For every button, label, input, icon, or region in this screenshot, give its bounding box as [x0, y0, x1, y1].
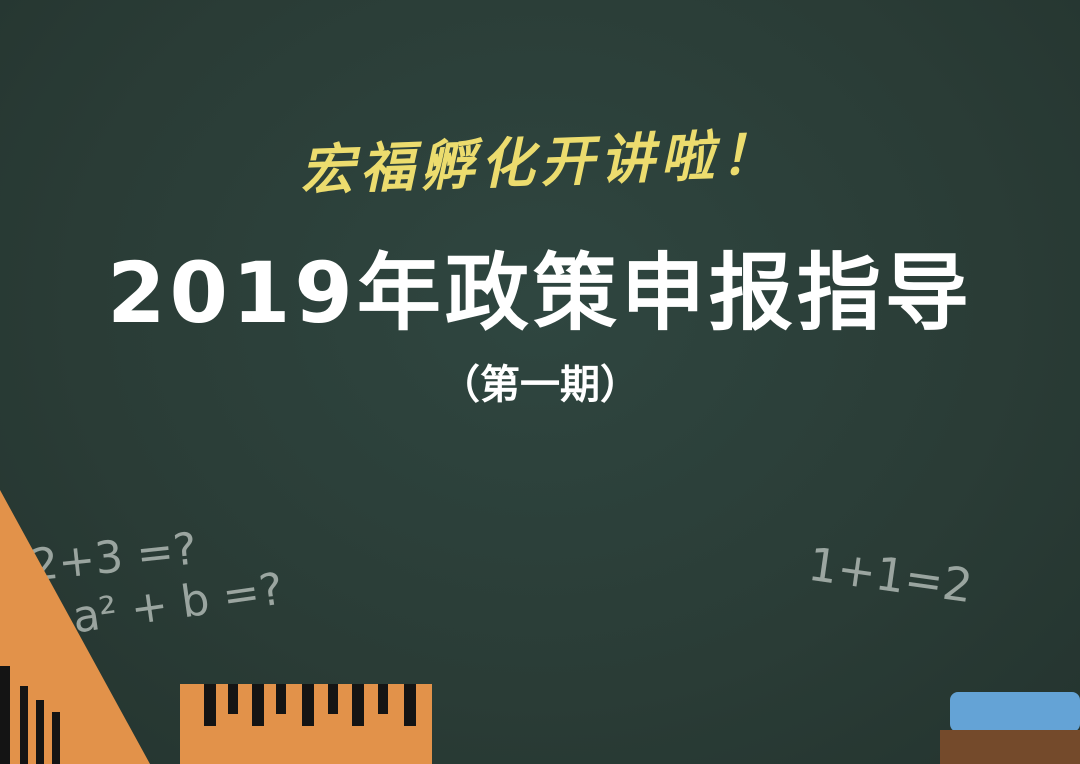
poster-subtitle: （第一期）	[440, 362, 640, 408]
poster-title: 2019年政策申报指导	[107, 244, 973, 342]
poster-tagline: 宏福孵化开讲啦！	[299, 121, 782, 203]
ruler-icon	[180, 684, 432, 764]
books-icon	[940, 692, 1080, 764]
chalk-equation-3: 1+1=2	[805, 536, 976, 614]
set-square-icon	[0, 490, 150, 764]
